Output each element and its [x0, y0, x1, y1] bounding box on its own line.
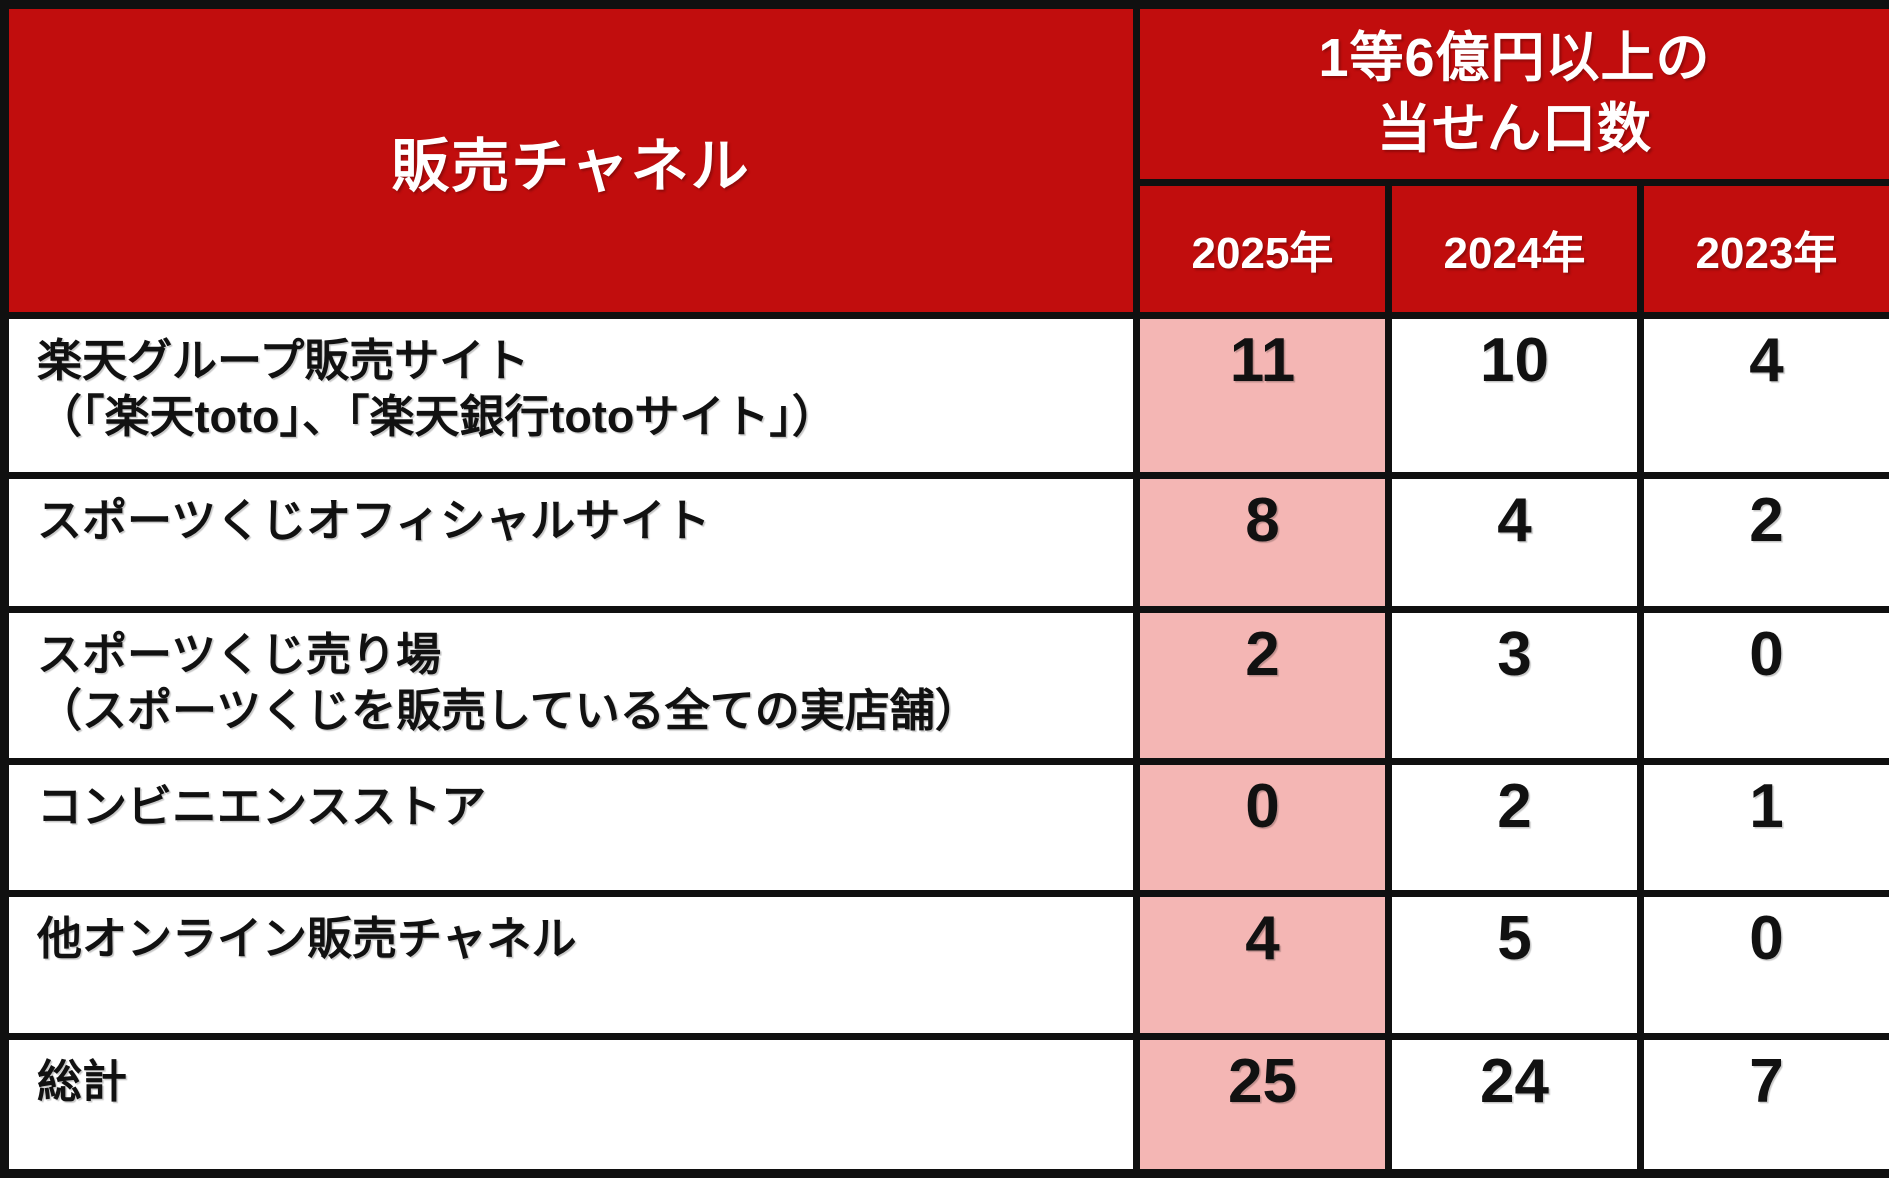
table-row: スポーツくじオフィシャルサイト 8 4 2: [1, 471, 1889, 613]
value-cell-2025: 0: [1133, 757, 1392, 897]
row-label-total: 総計: [1, 1032, 1140, 1178]
value-cell-2023: 0: [1637, 605, 1889, 765]
value-cell-2025: 8: [1133, 471, 1392, 613]
value-cell-2023: 4: [1637, 312, 1889, 479]
value-cell-2023: 7: [1637, 1032, 1889, 1178]
value-cell-2025: 4: [1133, 889, 1392, 1040]
table-row: コンビニエンスストア 0 2 1: [1, 757, 1889, 897]
value-cell-2023: 2: [1637, 471, 1889, 613]
year-header-row: 2025年 2024年 2023年: [5, 179, 1889, 319]
group-header: 1等6億円以上の 当せん口数: [1133, 1, 1889, 186]
value-cell-2024: 5: [1385, 889, 1644, 1040]
year-header-2025: 2025年: [1133, 179, 1392, 319]
row-label-line1: コンビニエンスストア: [37, 780, 487, 832]
row-label-line1: 楽天グループ販売サイト: [37, 335, 530, 386]
row-label-line2: （「楽天toto」、「楽天銀行totoサイト」）: [37, 390, 837, 442]
row-label-uriba: スポーツくじ売り場 （スポーツくじを販売している全ての実店舗）: [1, 605, 1140, 765]
group-header-line2: 当せん口数: [1377, 99, 1652, 159]
row-label-line1: 他オンライン販売チャネル: [37, 912, 577, 964]
group-header-row: 販売チャネル 1等6億円以上の 当せん口数: [1, 1, 1889, 319]
channel-column-header: 販売チャネル: [1, 1, 1140, 319]
row-label-rakuten-group: 楽天グループ販売サイト （「楽天toto」、「楽天銀行totoサイト」）: [1, 312, 1140, 479]
value-cell-2024: 4: [1385, 471, 1644, 613]
value-cell-2024: 3: [1385, 605, 1644, 765]
value-cell-2024: 2: [1385, 757, 1644, 897]
row-label-convenience-store: コンビニエンスストア: [1, 757, 1140, 897]
year-header-2023: 2023年: [1637, 179, 1889, 319]
table-row-total: 総計 25 24 7: [1, 1032, 1889, 1178]
table-row: スポーツくじ売り場 （スポーツくじを販売している全ての実店舗） 2 3 0: [1, 605, 1889, 765]
row-label-line1: 総計: [37, 1055, 128, 1107]
row-label-line2: （スポーツくじを販売している全ての実店舗）: [37, 684, 980, 736]
value-cell-2025: 2: [1133, 605, 1392, 765]
table-row: 他オンライン販売チャネル 4 5 0: [1, 889, 1889, 1040]
value-cell-2023: 1: [1637, 757, 1889, 897]
value-cell-2023: 0: [1637, 889, 1889, 1040]
row-label-line1: スポーツくじ売り場: [37, 628, 442, 680]
group-header-line1: 1等6億円以上の: [1318, 27, 1711, 88]
table-row: 楽天グループ販売サイト （「楽天toto」、「楽天銀行totoサイト」） 11 …: [1, 312, 1889, 479]
value-cell-2025: 11: [1133, 312, 1392, 479]
year-header-2024: 2024年: [1385, 179, 1644, 319]
row-label-official-site: スポーツくじオフィシャルサイト: [1, 471, 1140, 613]
value-cell-2025: 25: [1133, 1032, 1392, 1178]
row-label-other-online: 他オンライン販売チャネル: [1, 889, 1140, 1040]
row-label-line1: スポーツくじオフィシャルサイト: [37, 494, 711, 546]
value-cell-2024: 10: [1385, 312, 1644, 479]
value-cell-2024: 24: [1385, 1032, 1644, 1178]
